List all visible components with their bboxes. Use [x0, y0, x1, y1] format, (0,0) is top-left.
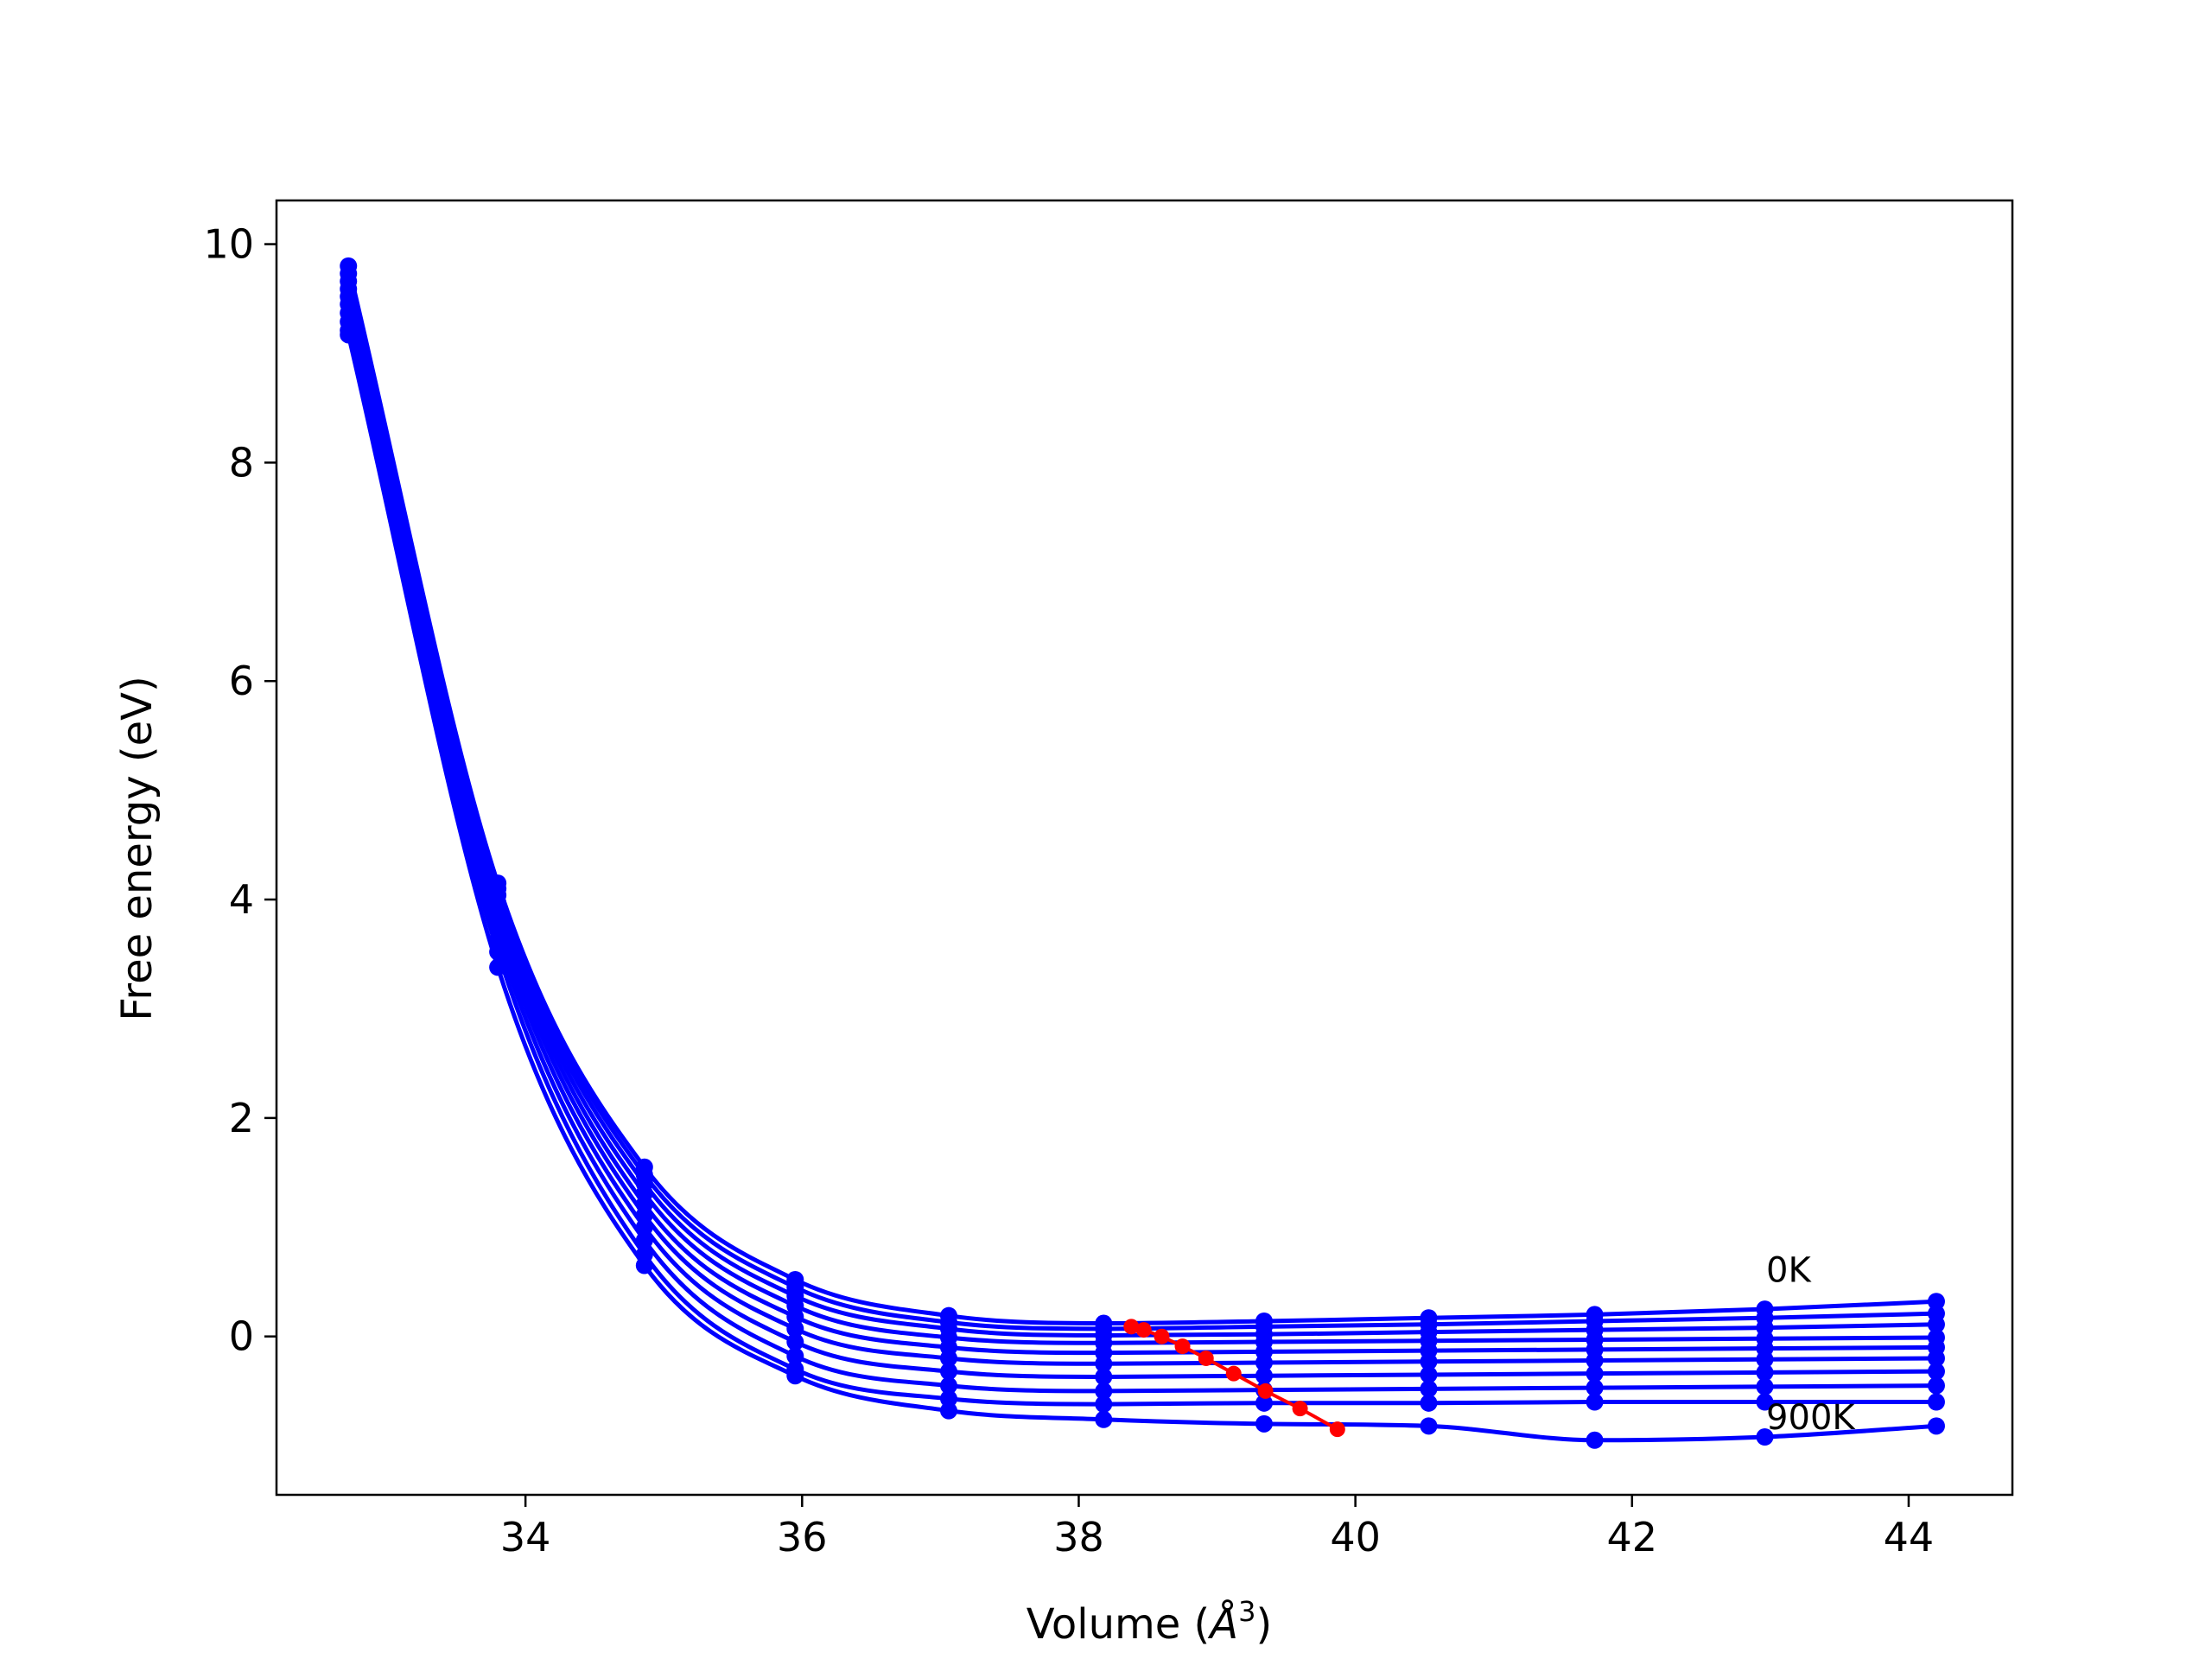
y-tick-label: 4 [229, 876, 254, 923]
energy-point [1927, 1349, 1945, 1367]
minimum-point [1225, 1365, 1242, 1382]
energy-point [1586, 1379, 1604, 1397]
energy-point [786, 1367, 804, 1385]
energy-point [1420, 1365, 1438, 1383]
energy-point [1255, 1414, 1273, 1433]
minimum-point [1329, 1421, 1345, 1438]
energy-curve-8 [346, 329, 1936, 1407]
x-axis-ticks: 34 36 38 40 42 44 [500, 1495, 1934, 1560]
energy-point [1756, 1428, 1774, 1446]
energy-points [340, 257, 1945, 1449]
energy-point [1095, 1410, 1113, 1428]
minimum-point [1123, 1319, 1140, 1335]
energy-point [1095, 1382, 1113, 1400]
energy-point [1756, 1363, 1774, 1382]
x-tick-label: 36 [777, 1514, 828, 1560]
energy-point [939, 1402, 957, 1420]
energy-point [1756, 1377, 1774, 1395]
energy-point [1255, 1367, 1273, 1385]
energy-point [786, 1347, 804, 1365]
energy-point [1420, 1417, 1438, 1435]
minimum-point [1198, 1350, 1214, 1366]
energy-point [1095, 1368, 1113, 1386]
x-axis-label: Volume (Å3) [1027, 1595, 1272, 1649]
energy-point [1927, 1293, 1945, 1311]
x-tick-label: 38 [1053, 1514, 1104, 1560]
energy-curve-9 [346, 334, 1937, 1443]
x-tick-label: 42 [1607, 1514, 1658, 1560]
minimum-point [1292, 1401, 1308, 1417]
energy-point [1255, 1354, 1273, 1372]
energy-point [1927, 1376, 1945, 1395]
x-axis-label-symbol: Å [1207, 1599, 1238, 1649]
energy-curve-7 [346, 321, 1936, 1394]
energy-point [939, 1363, 957, 1381]
energy-point [489, 931, 507, 949]
energy-point [1756, 1393, 1774, 1411]
energy-point [635, 1231, 653, 1249]
temperature-label: 900K [1766, 1398, 1856, 1438]
energy-point [635, 1256, 653, 1274]
energy-point [939, 1376, 957, 1395]
energy-point [1095, 1355, 1113, 1373]
energy-point [340, 326, 358, 344]
y-tick-label: 10 [203, 221, 254, 268]
y-axis-label: Free energy (eV) [113, 676, 162, 1020]
x-axis-label-end: ) [1255, 1600, 1272, 1649]
energy-point [1586, 1393, 1604, 1411]
y-tick-label: 0 [229, 1313, 254, 1360]
energy-curve-1 [346, 273, 1937, 1332]
energy-point [1420, 1352, 1438, 1370]
energy-point [1420, 1394, 1438, 1412]
minimum-point [1154, 1328, 1170, 1344]
energy-point [489, 958, 507, 976]
x-axis-label-exponent: 3 [1238, 1595, 1255, 1628]
x-tick-label: 40 [1330, 1514, 1381, 1560]
energy-point [1756, 1351, 1774, 1369]
x-tick-label: 44 [1884, 1514, 1935, 1560]
energy-point [635, 1218, 653, 1236]
energy-curve-5 [346, 303, 1936, 1366]
energy-point [1927, 1393, 1945, 1411]
energy-point [1586, 1364, 1604, 1382]
energy-point [489, 943, 507, 961]
energy-point [939, 1389, 957, 1408]
energy-point [1586, 1431, 1604, 1449]
minimum-point [1135, 1322, 1152, 1338]
minimum-point [1257, 1382, 1274, 1399]
energy-point [1586, 1351, 1604, 1370]
energy-point [1255, 1394, 1273, 1412]
y-axis-ticks: 0 2 4 6 8 10 [203, 221, 276, 1360]
energy-curve-6 [346, 312, 1936, 1379]
y-tick-label: 2 [229, 1095, 254, 1141]
energy-point [786, 1307, 804, 1325]
minimum-point [1174, 1338, 1191, 1355]
energy-point [1927, 1315, 1945, 1333]
energy-point [1420, 1380, 1438, 1398]
x-axis-label-text: Volume ( [1027, 1600, 1211, 1649]
energy-curves [346, 265, 1937, 1443]
temperature-annotations: 0K 900K [1766, 1250, 1856, 1438]
y-tick-label: 8 [229, 439, 254, 486]
plot-frame [275, 199, 2014, 1497]
energy-point [1095, 1395, 1113, 1414]
energy-point [1927, 1417, 1945, 1435]
x-tick-label: 34 [500, 1514, 551, 1560]
temperature-label: 0K [1766, 1250, 1812, 1290]
energy-point [1927, 1363, 1945, 1381]
minima-line [1123, 1319, 1345, 1438]
energy-point [786, 1333, 804, 1351]
energy-curve-4 [346, 296, 1936, 1356]
energy-point [939, 1349, 957, 1367]
energy-curve-3 [346, 288, 1936, 1345]
energy-point [786, 1319, 804, 1338]
energy-point [635, 1206, 653, 1224]
y-tick-label: 6 [229, 658, 254, 704]
